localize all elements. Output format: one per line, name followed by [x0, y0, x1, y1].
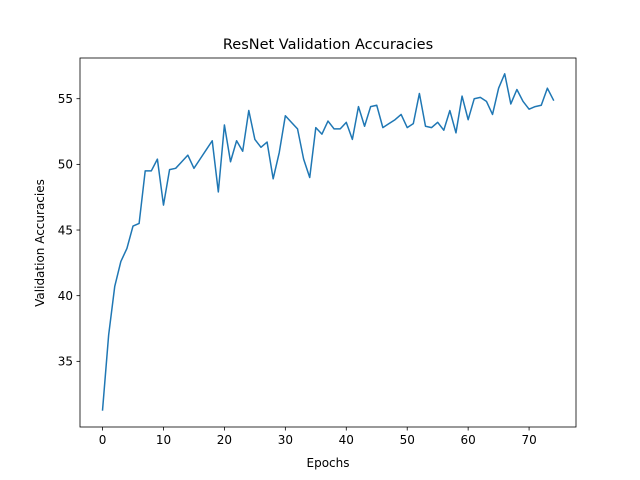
x-tick-label: 70 — [521, 433, 536, 447]
y-tick-label: 35 — [58, 355, 73, 369]
x-tick-label: 30 — [278, 433, 293, 447]
x-tick-label: 50 — [400, 433, 415, 447]
x-axis: 0 10 20 30 40 50 60 70 — [99, 427, 537, 447]
x-tick-label: 10 — [156, 433, 171, 447]
y-tick-label: 50 — [58, 158, 73, 172]
y-tick-label: 45 — [58, 223, 73, 237]
x-tick-label: 0 — [99, 433, 107, 447]
y-axis-label: Validation Accuracies — [33, 179, 47, 307]
y-tick-label: 40 — [58, 289, 73, 303]
y-axis: 35 40 45 50 55 — [58, 92, 80, 369]
x-tick-label: 20 — [217, 433, 232, 447]
x-tick-label: 40 — [339, 433, 354, 447]
x-axis-label: Epochs — [307, 456, 350, 470]
plot-area — [101, 73, 555, 411]
x-tick-label: 60 — [461, 433, 476, 447]
chart-title: ResNet Validation Accuracies — [223, 37, 433, 53]
axes-frame — [79, 57, 577, 428]
y-tick-label: 55 — [58, 92, 73, 106]
series-line — [101, 73, 555, 411]
